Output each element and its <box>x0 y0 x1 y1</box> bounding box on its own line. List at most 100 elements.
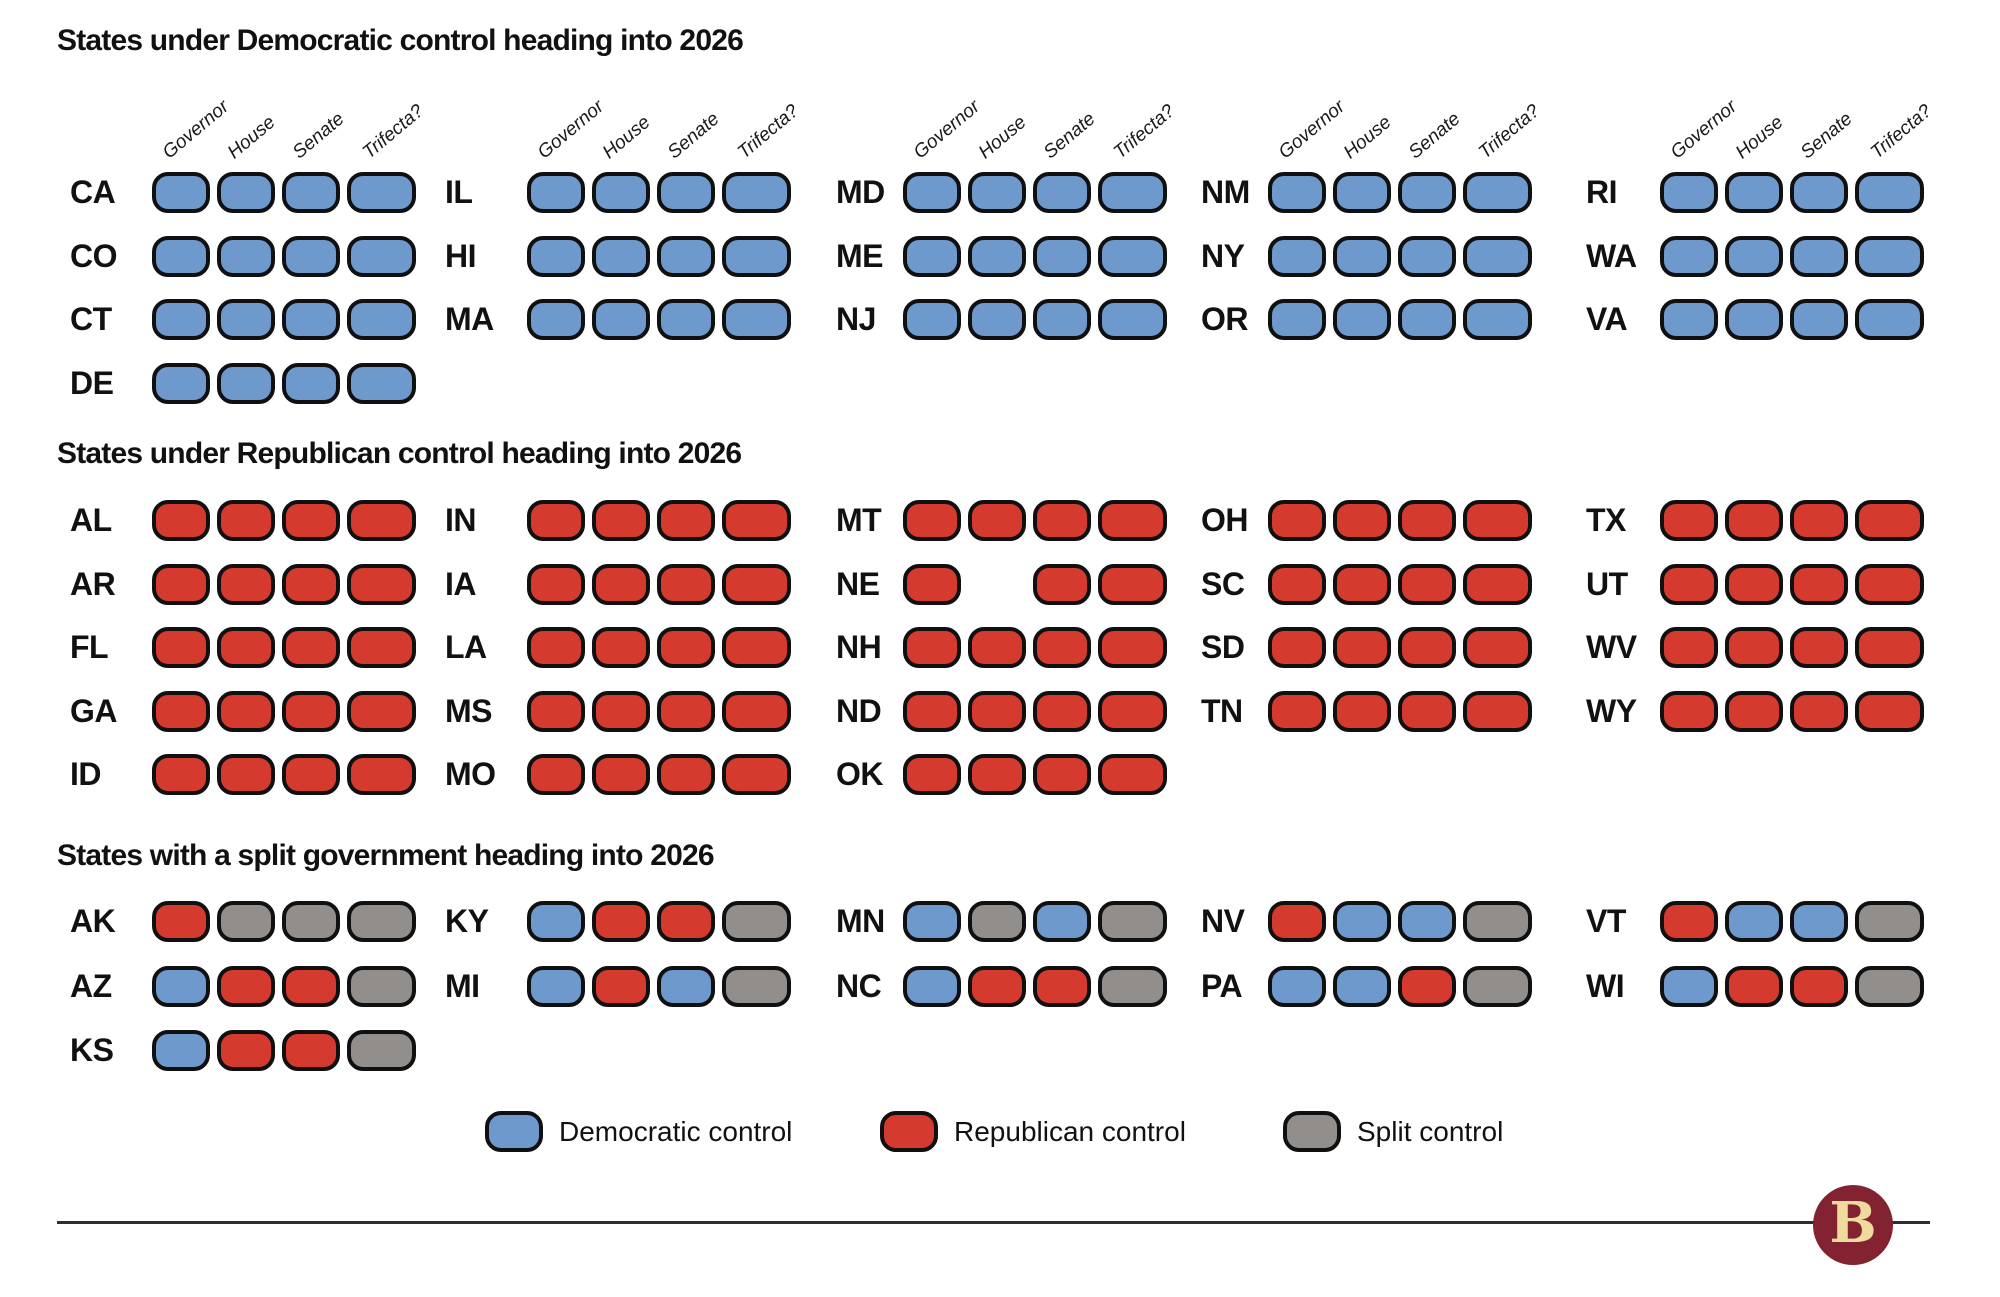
state-label: TN <box>1201 693 1243 729</box>
pill-house <box>968 754 1026 795</box>
pill-house <box>1333 966 1391 1007</box>
pill-governor <box>527 966 585 1007</box>
pill-house-absent <box>968 564 1026 605</box>
pill-group <box>152 1030 416 1071</box>
column-header-house: House <box>1339 111 1396 164</box>
pill-senate <box>282 172 340 213</box>
pill-group <box>527 901 791 942</box>
pill-group <box>903 172 1167 213</box>
pill-house <box>217 627 275 668</box>
pill-house <box>968 236 1026 277</box>
pill-governor <box>152 901 210 942</box>
pill-trifecta <box>1098 691 1167 732</box>
pill-house <box>1333 299 1391 340</box>
state-label: IA <box>445 566 477 602</box>
pill-governor <box>527 691 585 732</box>
pill-trifecta <box>722 500 791 541</box>
pill-trifecta <box>347 966 416 1007</box>
state-label: RI <box>1586 174 1618 210</box>
pill-house <box>968 901 1026 942</box>
pill-senate <box>657 901 715 942</box>
pill-senate <box>282 1030 340 1071</box>
pill-house <box>217 299 275 340</box>
pill-trifecta <box>722 299 791 340</box>
column-header-trifecta: Trifecta? <box>733 100 803 164</box>
state-label: WV <box>1586 629 1637 665</box>
pill-group <box>903 236 1167 277</box>
pill-governor <box>152 754 210 795</box>
pill-governor <box>527 901 585 942</box>
state-label: SD <box>1201 629 1245 665</box>
pill-senate <box>282 500 340 541</box>
pill-governor <box>1268 966 1326 1007</box>
state-label: NH <box>836 629 882 665</box>
pill-governor <box>152 299 210 340</box>
pill-group <box>903 299 1167 340</box>
pill-governor <box>152 691 210 732</box>
pill-governor <box>527 172 585 213</box>
pill-house <box>217 754 275 795</box>
column-header-trifecta: Trifecta? <box>358 100 428 164</box>
pill-house <box>1725 236 1783 277</box>
pill-group <box>1268 172 1532 213</box>
pill-house <box>592 901 650 942</box>
legend-label: Republican control <box>954 1115 1186 1147</box>
pill-group <box>152 691 416 732</box>
pill-house <box>217 901 275 942</box>
pill-house <box>1333 901 1391 942</box>
pill-senate <box>282 363 340 404</box>
pill-group <box>1268 966 1532 1007</box>
column-header-senate: Senate <box>1039 108 1100 164</box>
pill-trifecta <box>722 172 791 213</box>
pill-house <box>592 627 650 668</box>
pill-house <box>1333 172 1391 213</box>
pill-senate <box>1398 299 1456 340</box>
pill-senate <box>1790 299 1848 340</box>
pill-group <box>1660 172 1924 213</box>
state-label: NJ <box>836 301 876 337</box>
column-header-senate: Senate <box>1796 108 1857 164</box>
pill-group <box>152 299 416 340</box>
pill-governor <box>1660 627 1718 668</box>
legend-label: Split control <box>1357 1115 1504 1147</box>
pill-senate <box>1790 500 1848 541</box>
pill-senate <box>1033 627 1091 668</box>
pill-governor <box>1268 627 1326 668</box>
legend-item-split-control: Split control <box>1283 1111 1503 1152</box>
pill-senate <box>282 754 340 795</box>
pill-group <box>527 500 791 541</box>
state-label: MT <box>836 502 882 538</box>
pill-house <box>1725 172 1783 213</box>
pill-senate <box>657 564 715 605</box>
pill-governor <box>1660 564 1718 605</box>
pill-group <box>527 236 791 277</box>
pill-governor <box>903 236 961 277</box>
pill-trifecta <box>347 1030 416 1071</box>
pill-group <box>1660 691 1924 732</box>
pill-group <box>527 691 791 732</box>
pill-trifecta <box>347 299 416 340</box>
pill-group <box>903 564 1167 605</box>
pill-senate <box>282 564 340 605</box>
pill-governor <box>527 299 585 340</box>
pill-house <box>1725 627 1783 668</box>
state-label: WI <box>1586 968 1625 1004</box>
pill-senate <box>1790 966 1848 1007</box>
pill-trifecta <box>1855 627 1924 668</box>
legend-swatch <box>485 1111 543 1152</box>
pill-trifecta <box>347 627 416 668</box>
pill-house <box>1725 691 1783 732</box>
pill-governor <box>152 966 210 1007</box>
pill-trifecta <box>347 500 416 541</box>
pill-governor <box>903 564 961 605</box>
pill-group <box>152 236 416 277</box>
legend-swatch <box>1283 1111 1341 1152</box>
pill-senate <box>657 172 715 213</box>
state-label: AL <box>70 502 112 538</box>
state-label: MS <box>445 693 493 729</box>
pill-senate <box>282 691 340 732</box>
pill-house <box>968 172 1026 213</box>
column-header-senate: Senate <box>1404 108 1465 164</box>
state-label: TX <box>1586 502 1626 538</box>
state-label: MD <box>836 174 885 210</box>
